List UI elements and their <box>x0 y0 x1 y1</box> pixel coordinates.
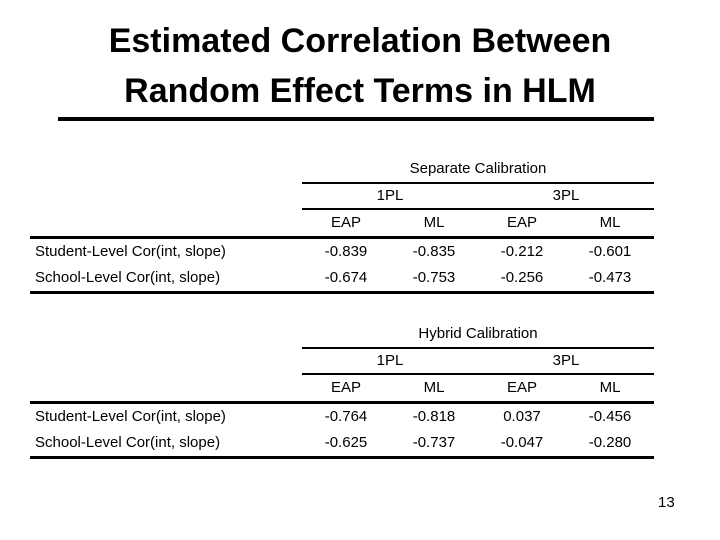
row-label-school-level: School-Level Cor(int, slope) <box>35 434 221 451</box>
group-header-3pl: 3PL <box>552 187 580 204</box>
table-separate-header: Separate Calibration 1PL 3PL EAP ML EAP … <box>302 155 654 236</box>
row-label-student-level: Student-Level Cor(int, slope) <box>35 243 226 260</box>
row-label-student-level: Student-Level Cor(int, slope) <box>35 408 226 425</box>
group-header-row: 1PL 3PL <box>302 349 654 375</box>
group-header-3pl: 3PL <box>552 352 580 369</box>
group-header-1pl: 1PL <box>376 352 404 369</box>
cell-value: 0.037 <box>503 408 541 425</box>
group-header-1pl: 1PL <box>376 187 404 204</box>
column-header-eap-1pl: EAP <box>330 379 361 396</box>
page-number: 13 <box>658 494 675 511</box>
cell-value: -0.256 <box>500 269 544 286</box>
table-separate-calibration: Separate Calibration 1PL 3PL EAP ML EAP … <box>30 155 654 294</box>
cell-value: -0.835 <box>412 243 456 260</box>
table-hybrid-header: Hybrid Calibration 1PL 3PL EAP ML EAP ML <box>302 320 654 401</box>
table-caption: Separate Calibration <box>302 155 654 184</box>
table-hybrid-calibration: Hybrid Calibration 1PL 3PL EAP ML EAP ML… <box>30 320 654 459</box>
cell-value: -0.753 <box>412 269 456 286</box>
table-row: Student-Level Cor(int, slope) -0.839 -0.… <box>30 239 654 265</box>
table-body: Student-Level Cor(int, slope) -0.839 -0.… <box>30 236 654 294</box>
cell-value: -0.601 <box>588 243 632 260</box>
column-header-eap-3pl: EAP <box>506 379 537 396</box>
table-row: School-Level Cor(int, slope) -0.625 -0.7… <box>30 430 654 456</box>
column-header-ml-3pl: ML <box>599 214 621 231</box>
slide-title: Estimated Correlation Between Random Eff… <box>0 16 720 116</box>
table-row: School-Level Cor(int, slope) -0.674 -0.7… <box>30 265 654 291</box>
cell-value: -0.839 <box>324 243 368 260</box>
column-header-ml-1pl: ML <box>423 214 445 231</box>
cell-value: -0.473 <box>588 269 632 286</box>
cell-value: -0.280 <box>588 434 632 451</box>
column-header-eap-1pl: EAP <box>330 214 361 231</box>
table-body: Student-Level Cor(int, slope) -0.764 -0.… <box>30 401 654 459</box>
slide-title-line2: Random Effect Terms in HLM <box>124 72 596 110</box>
column-header-row: EAP ML EAP ML <box>302 210 654 236</box>
cell-value: -0.212 <box>500 243 544 260</box>
table-caption: Hybrid Calibration <box>302 320 654 349</box>
cell-value: -0.737 <box>412 434 456 451</box>
column-header-ml-3pl: ML <box>599 379 621 396</box>
cell-value: -0.674 <box>324 269 368 286</box>
column-header-eap-3pl: EAP <box>506 214 537 231</box>
title-underline-rule <box>58 117 654 121</box>
row-label-school-level: School-Level Cor(int, slope) <box>35 269 221 286</box>
cell-value: -0.456 <box>588 408 632 425</box>
column-header-row: EAP ML EAP ML <box>302 375 654 401</box>
table-row: Student-Level Cor(int, slope) -0.764 -0.… <box>30 404 654 430</box>
cell-value: -0.625 <box>324 434 368 451</box>
slide-title-line1: Estimated Correlation Between <box>108 22 612 60</box>
column-header-ml-1pl: ML <box>423 379 445 396</box>
cell-value: -0.818 <box>412 408 456 425</box>
cell-value: -0.764 <box>324 408 368 425</box>
group-header-row: 1PL 3PL <box>302 184 654 210</box>
cell-value: -0.047 <box>500 434 544 451</box>
